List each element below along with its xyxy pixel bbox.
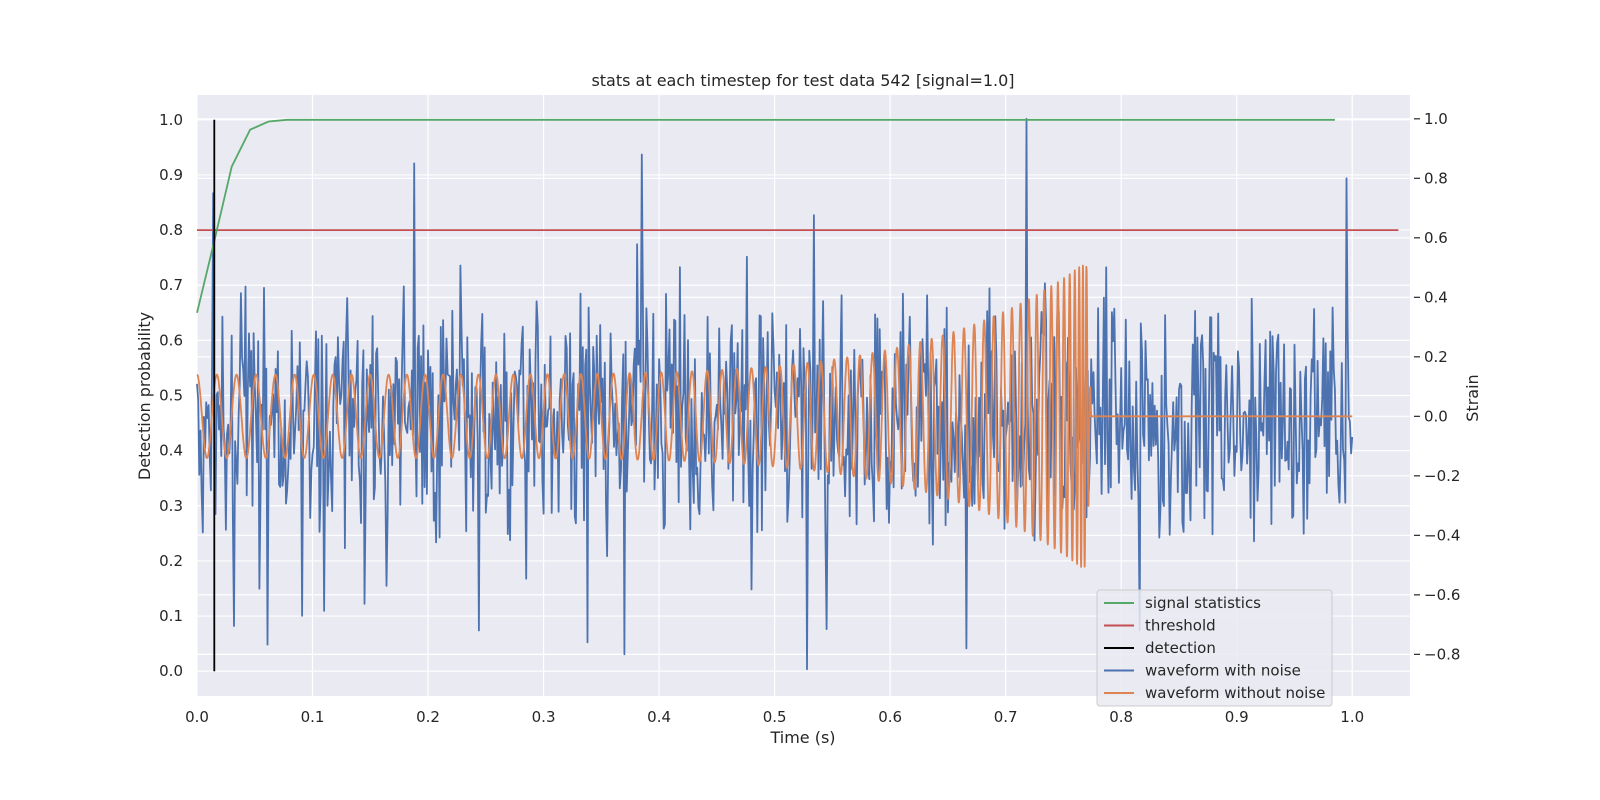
y-tick-label: 0.1 bbox=[159, 607, 183, 625]
right-y-tick-labels: −0.8 −0.6 −0.4 −0.2 0.0 0.2 0.4 0.6 0.8 1.0 bbox=[1414, 110, 1460, 663]
y2-tick-label: −0.4 bbox=[1424, 526, 1460, 544]
legend-label: signal statistics bbox=[1145, 594, 1261, 612]
x-tick-label: 0.2 bbox=[416, 708, 440, 726]
legend-label: waveform with noise bbox=[1145, 662, 1301, 680]
y2-tick-label: 0.0 bbox=[1424, 407, 1448, 425]
x-tick-label: 0.3 bbox=[532, 708, 556, 726]
y2-tick-label: −0.8 bbox=[1424, 645, 1460, 663]
y2-tick-label: 0.2 bbox=[1424, 348, 1448, 366]
y2-tick-label: 0.4 bbox=[1424, 288, 1448, 306]
y-tick-label: 0.3 bbox=[159, 497, 183, 515]
waveform-with-noise-line bbox=[196, 117, 1354, 671]
y-tick-label: 0.5 bbox=[159, 387, 183, 405]
y-tick-label: 0.4 bbox=[159, 442, 183, 460]
chart-title: stats at each timestep for test data 542… bbox=[591, 71, 1014, 90]
left-y-tick-labels: 0.0 0.1 0.2 0.3 0.4 0.5 0.6 0.7 0.8 0.9 1.0 bbox=[159, 111, 183, 680]
x-tick-label: 0.4 bbox=[647, 708, 671, 726]
y-tick-label: 0.2 bbox=[159, 552, 183, 570]
x-axis-label: Time (s) bbox=[769, 728, 835, 747]
x-tick-label: 0.8 bbox=[1109, 708, 1133, 726]
y2-tick-label: 0.8 bbox=[1424, 169, 1448, 187]
y-tick-label: 0.0 bbox=[159, 662, 183, 680]
x-tick-label: 0.5 bbox=[763, 708, 787, 726]
y2-tick-label: 1.0 bbox=[1424, 110, 1448, 128]
y2-tick-label: −0.2 bbox=[1424, 467, 1460, 485]
y-tick-label: 1.0 bbox=[159, 111, 183, 129]
signal-statistics-line bbox=[196, 118, 1335, 314]
y-tick-label: 0.9 bbox=[159, 166, 183, 184]
legend-box bbox=[1096, 589, 1333, 707]
x-tick-label: 1.0 bbox=[1340, 708, 1364, 726]
legend: signal statistics threshold detection wavef… bbox=[1096, 589, 1333, 707]
y-axis-label: Detection probability bbox=[135, 312, 154, 480]
x-tick-label: 0.1 bbox=[301, 708, 325, 726]
x-tick-label: 0.7 bbox=[994, 708, 1018, 726]
legend-label: threshold bbox=[1145, 617, 1216, 635]
y2-axis-label: Strain bbox=[1463, 374, 1482, 421]
y-tick-label: 0.8 bbox=[159, 221, 183, 239]
series-layer bbox=[196, 117, 1399, 672]
legend-label: waveform without noise bbox=[1145, 684, 1325, 702]
x-tick-label: 0.6 bbox=[878, 708, 902, 726]
x-tick-label: 0.0 bbox=[185, 708, 209, 726]
y2-tick-label: 0.6 bbox=[1424, 229, 1448, 247]
y2-tick-label: −0.6 bbox=[1424, 586, 1460, 604]
x-tick-labels: 0.0 0.1 0.2 0.3 0.4 0.5 0.6 0.7 0.8 0.9 1.0 bbox=[185, 708, 1364, 726]
x-tick-label: 0.9 bbox=[1225, 708, 1249, 726]
y-tick-label: 0.7 bbox=[159, 276, 183, 294]
waveform-without-noise-line bbox=[196, 264, 1353, 568]
legend-label: detection bbox=[1145, 639, 1216, 657]
y-tick-label: 0.6 bbox=[159, 331, 183, 349]
